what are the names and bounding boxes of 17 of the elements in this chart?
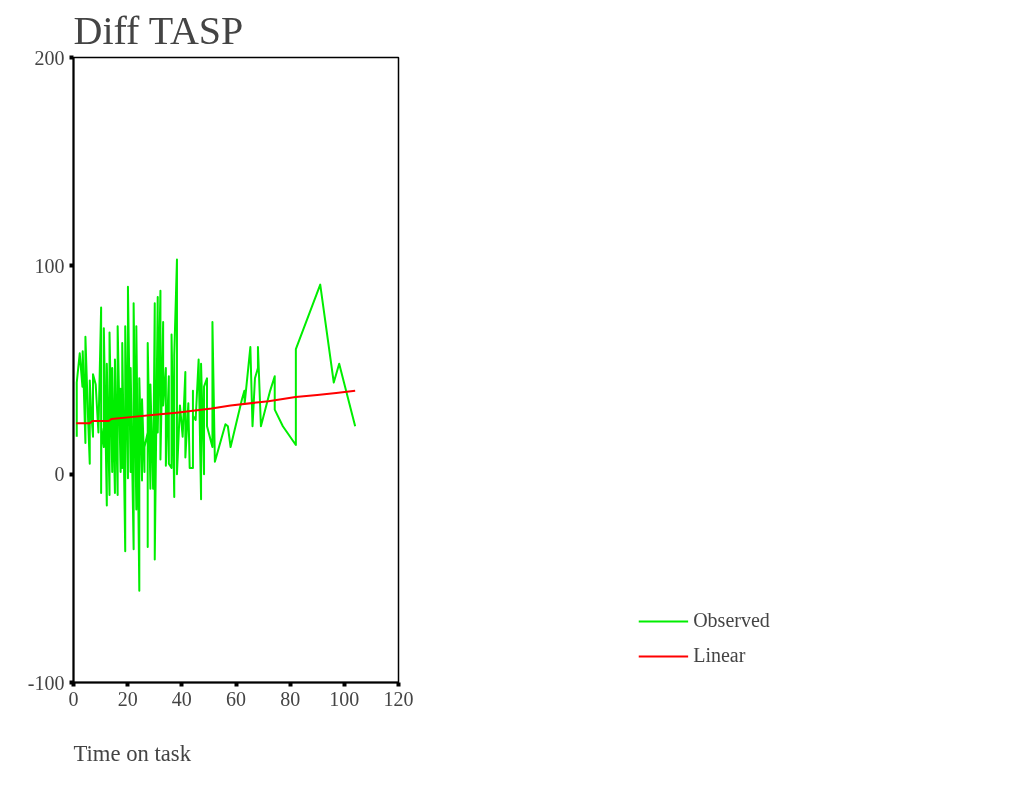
x-tick-label: 100	[329, 687, 360, 710]
x-tick-label: 60	[226, 687, 246, 710]
legend-label: Observed	[693, 609, 770, 632]
x-tick-label: 80	[280, 687, 301, 710]
x-tick-label: 20	[117, 687, 138, 710]
chart-title: Diff TASP	[73, 7, 244, 53]
y-tick-label: 100	[34, 254, 65, 277]
line-series	[75, 258, 357, 592]
x-tick-label: 120	[383, 687, 414, 710]
y-tick-label: -100	[27, 671, 65, 694]
x-axis-title: Time on task	[73, 740, 192, 766]
x-tick-label: 40	[171, 687, 192, 710]
x-tick-label: 0	[68, 687, 79, 710]
line-series	[75, 389, 357, 425]
y-tick-label: 200	[34, 46, 65, 69]
legend-label: Linear	[693, 644, 746, 667]
y-tick-label: 0	[54, 463, 65, 486]
